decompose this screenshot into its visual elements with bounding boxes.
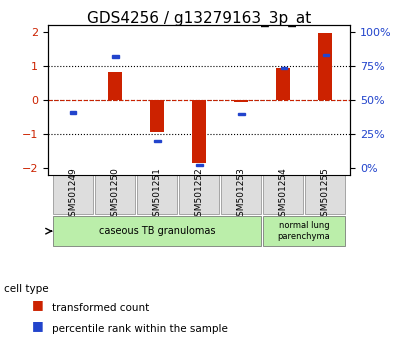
Bar <box>154 140 160 142</box>
Bar <box>234 100 248 102</box>
Bar <box>113 55 119 58</box>
Text: ■: ■ <box>32 298 44 311</box>
Text: percentile rank within the sample: percentile rank within the sample <box>52 324 228 334</box>
FancyBboxPatch shape <box>221 175 261 214</box>
FancyBboxPatch shape <box>53 175 93 214</box>
Text: GSM501249: GSM501249 <box>68 167 78 222</box>
Text: GSM501252: GSM501252 <box>195 167 203 222</box>
Text: GDS4256 / g13279163_3p_at: GDS4256 / g13279163_3p_at <box>87 11 311 27</box>
Text: transformed count: transformed count <box>52 303 149 313</box>
FancyBboxPatch shape <box>263 175 303 214</box>
FancyBboxPatch shape <box>179 175 219 214</box>
Text: ■: ■ <box>32 319 44 332</box>
Bar <box>150 100 164 132</box>
Text: GSM501254: GSM501254 <box>279 167 287 222</box>
Text: GSM501250: GSM501250 <box>111 167 119 222</box>
Bar <box>276 68 291 100</box>
Bar <box>322 53 329 56</box>
FancyBboxPatch shape <box>305 175 345 214</box>
Bar <box>318 33 332 100</box>
Text: GSM501255: GSM501255 <box>320 167 330 222</box>
Bar <box>192 100 206 162</box>
Bar <box>197 164 203 166</box>
FancyBboxPatch shape <box>95 175 135 214</box>
Bar <box>107 72 122 100</box>
Bar <box>238 113 244 115</box>
FancyBboxPatch shape <box>263 216 345 246</box>
Bar <box>281 67 287 69</box>
Bar <box>70 112 76 114</box>
Text: GSM501251: GSM501251 <box>152 167 162 222</box>
Text: cell type: cell type <box>4 284 49 293</box>
Text: GSM501253: GSM501253 <box>236 167 246 222</box>
FancyBboxPatch shape <box>137 175 177 214</box>
Text: caseous TB granulomas: caseous TB granulomas <box>99 226 215 236</box>
Text: normal lung
parenchyma: normal lung parenchyma <box>278 222 330 241</box>
FancyBboxPatch shape <box>53 216 261 246</box>
